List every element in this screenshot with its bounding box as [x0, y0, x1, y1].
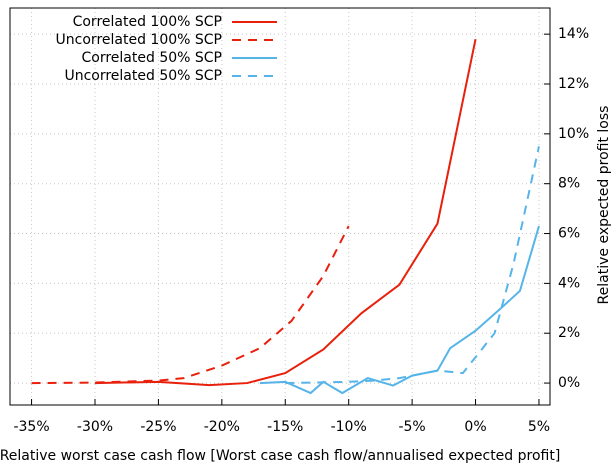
series-line: [31, 225, 350, 385]
series-line: [94, 38, 477, 387]
x-tick-label: 5%: [528, 419, 550, 435]
series-line: [259, 225, 540, 395]
legend-label: Correlated 100% SCP: [73, 14, 222, 30]
x-tick-label: -30%: [77, 419, 113, 435]
legend-label: Correlated 50% SCP: [82, 50, 223, 66]
x-tick-label: -20%: [204, 419, 240, 435]
y-axis-label: Relative expected profit loss: [596, 106, 612, 305]
y-tick-label: 0%: [558, 375, 580, 391]
plot-frame: [9, 7, 551, 406]
x-tick-label: -35%: [13, 419, 49, 435]
series-line: [285, 146, 540, 385]
y-tick-label: 12%: [558, 76, 589, 92]
y-tick-label: 10%: [558, 126, 589, 142]
legend-label: Uncorrelated 100% SCP: [56, 32, 222, 48]
y-tick-label: 8%: [558, 176, 580, 192]
x-tick-label: -25%: [140, 419, 176, 435]
y-tick-label: 2%: [558, 325, 580, 341]
y-tick-label: 6%: [558, 226, 580, 242]
x-tick-label: -10%: [331, 419, 367, 435]
x-tick-label: -15%: [267, 419, 303, 435]
y-tick-label: 14%: [558, 26, 589, 42]
y-tick-label: 4%: [558, 275, 580, 291]
legend-label: Uncorrelated 50% SCP: [64, 68, 222, 84]
x-axis-label: Relative worst case cash flow [Worst cas…: [0, 448, 560, 464]
x-tick-label: 0%: [464, 419, 486, 435]
x-tick-label: -5%: [398, 419, 425, 435]
